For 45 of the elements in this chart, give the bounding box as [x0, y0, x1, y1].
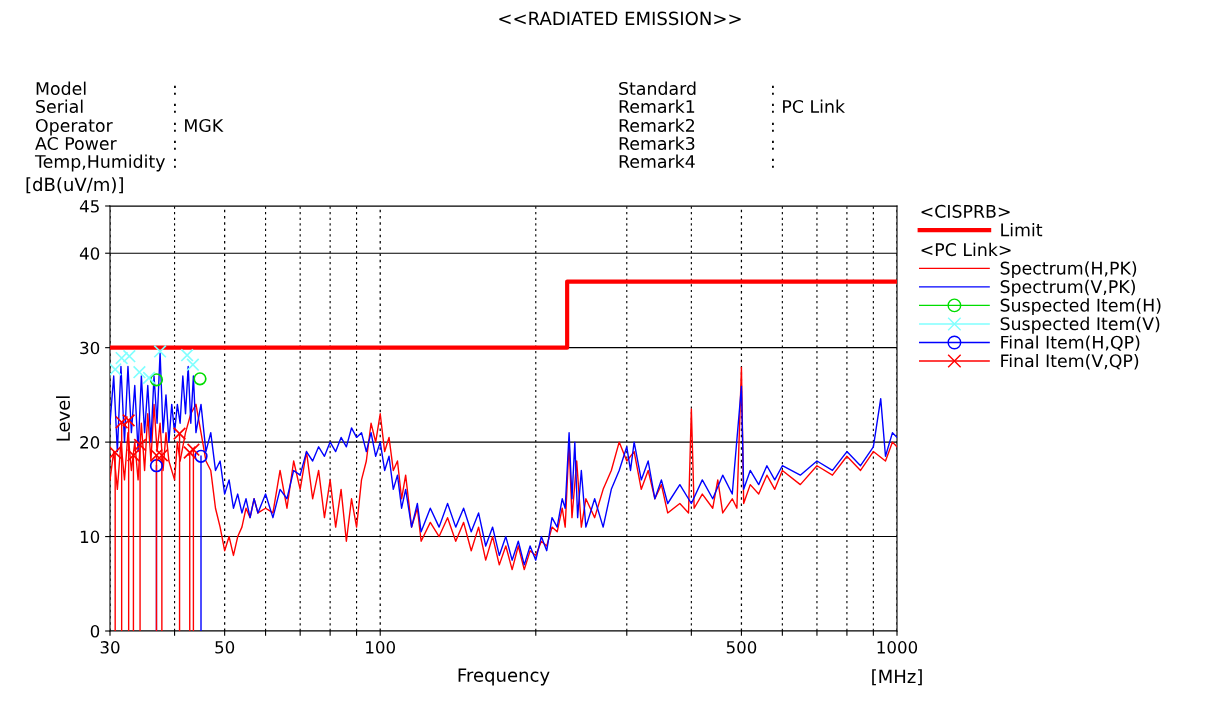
- text: :: [174, 158, 176, 168]
- legend-label: Spectrum(V,PK): [1000, 279, 1135, 297]
- text: : PC Link: [772, 99, 845, 114]
- text: Remark3: [619, 136, 695, 151]
- text: :: [772, 85, 774, 95]
- text: :: [174, 85, 176, 95]
- text: Model: [36, 81, 86, 96]
- text: Temp,Humidity: [34, 154, 165, 172]
- y-tick-label: 20: [80, 436, 100, 449]
- x-tick-label: 100: [366, 641, 396, 654]
- text: Remark1: [619, 99, 695, 114]
- legend-label: Spectrum(H,PK): [1000, 261, 1137, 279]
- legend-title: <CISPRB>: [921, 204, 1010, 218]
- text: Serial: [36, 99, 83, 114]
- text: : MGK: [174, 118, 224, 133]
- text: :: [772, 122, 774, 132]
- text: :: [174, 140, 176, 150]
- text: Operator: [35, 118, 113, 136]
- text: [dB(uV/m)]: [26, 177, 123, 194]
- legend-label: Limit: [1001, 222, 1043, 237]
- text: Standard: [619, 81, 696, 96]
- x-axis-title: Frequency: [458, 668, 550, 686]
- y-tick-label: 0: [90, 624, 100, 638]
- text: [MHz]: [872, 669, 922, 686]
- legend-label: Final Item(V,QP): [1001, 353, 1139, 370]
- x-tick-label: 50: [215, 641, 235, 654]
- text: :: [772, 158, 774, 168]
- legend-label: Final Item(H,QP): [1001, 335, 1140, 351]
- text: :: [174, 103, 176, 113]
- text: Remark2: [619, 118, 695, 133]
- x-tick-label: 30: [100, 641, 120, 654]
- text: AC Power: [35, 136, 117, 151]
- x-tick-label: 1000: [877, 641, 918, 654]
- legend-label: Suspected Item(H): [1000, 298, 1161, 316]
- text: Remark4: [619, 154, 695, 169]
- legend-label: Suspected Item(V): [1000, 316, 1160, 334]
- y-tick-label: 30: [80, 341, 100, 355]
- chart-title: <<RADIATED EMISSION>>: [499, 11, 741, 26]
- y-tick-label: 45: [79, 200, 99, 213]
- y-axis-title: Level: [56, 396, 71, 441]
- y-tick-label: 40: [79, 247, 100, 260]
- y-tick-label: 10: [80, 530, 100, 544]
- text: :: [772, 140, 774, 150]
- text: <PC Link>: [921, 242, 1011, 257]
- x-tick-label: 500: [726, 641, 757, 654]
